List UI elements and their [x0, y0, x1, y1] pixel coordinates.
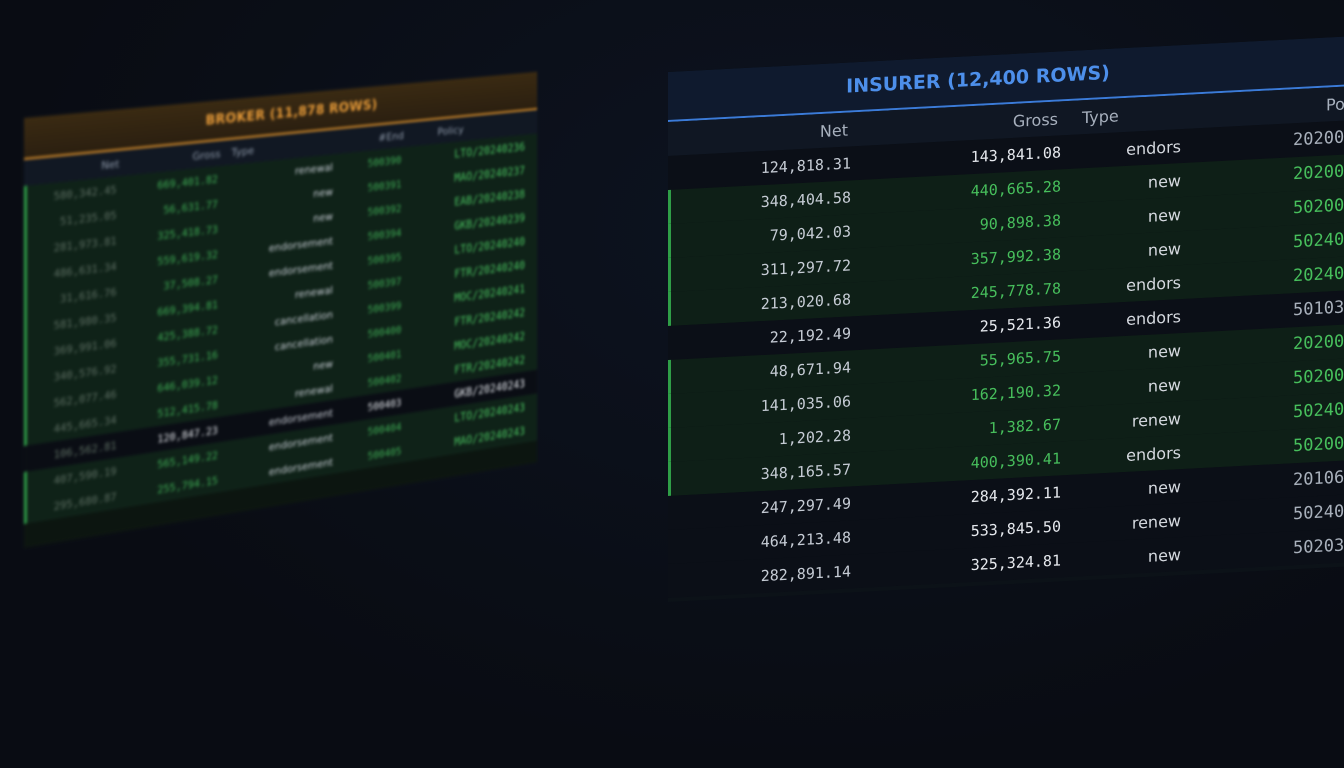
broker-table-body: 580,342.45 669,401.82 renewal 500390 LTO/202…	[24, 134, 537, 524]
insurer-cell-net: 213,020.68	[671, 290, 851, 317]
insurer-cell-gross: 25,521.36	[851, 313, 1061, 342]
insurer-cell-net: 282,891.14	[671, 562, 851, 589]
insurer-cell-policy: 50240	[1181, 397, 1344, 428]
insurer-cell-gross: 400,390.41	[851, 449, 1061, 478]
insurer-cell-net: 79,042.03	[671, 222, 851, 249]
insurer-cell-net: 48,671.94	[671, 358, 851, 385]
insurer-cell-gross: 533,845.50	[851, 517, 1061, 546]
insurer-cell-type: renew	[1061, 409, 1181, 434]
insurer-cell-gross: 284,392.11	[851, 483, 1061, 512]
insurer-cell-gross: 245,778.78	[851, 279, 1061, 308]
broker-cell-end: 500390	[338, 153, 406, 172]
insurer-cell-gross: 162,190.32	[851, 381, 1061, 410]
insurer-cell-type: new	[1061, 477, 1181, 502]
broker-cell-end: 500395	[338, 250, 406, 271]
insurer-col-policy[interactable]: Policy	[1178, 92, 1344, 122]
insurer-cell-type: endors	[1061, 137, 1181, 162]
broker-col-net[interactable]: Net	[24, 157, 119, 179]
insurer-col-net[interactable]: Net	[668, 120, 848, 148]
insurer-cell-policy: 20240	[1181, 261, 1344, 292]
insurer-cell-policy: 50103	[1181, 295, 1344, 326]
insurer-cell-net: 124,818.31	[671, 154, 851, 181]
insurer-cell-type: endors	[1061, 273, 1181, 298]
broker-cell-end: 500397	[338, 274, 406, 295]
insurer-cell-gross: 357,992.38	[851, 245, 1061, 274]
insurer-cell-gross: 143,841.08	[851, 143, 1061, 172]
broker-col-end[interactable]: #End	[336, 129, 404, 148]
insurer-cell-type: new	[1061, 171, 1181, 196]
insurer-cell-net: 311,297.72	[671, 256, 851, 283]
insurer-cell-policy: 50200	[1181, 363, 1344, 394]
broker-cell-end: 500391	[338, 177, 406, 197]
insurer-cell-type: endors	[1061, 443, 1181, 468]
insurer-cell-policy: 50240	[1181, 499, 1344, 530]
insurer-col-gross[interactable]: Gross	[848, 109, 1058, 139]
insurer-cell-policy: 50240	[1181, 227, 1344, 258]
insurer-cell-type: renew	[1061, 511, 1181, 536]
broker-cell-end: 500399	[338, 298, 406, 319]
insurer-cell-type: new	[1061, 341, 1181, 366]
insurer-cell-policy: 20200	[1181, 125, 1344, 156]
insurer-cell-net: 22,192.49	[671, 324, 851, 351]
insurer-cell-net: 348,165.57	[671, 460, 851, 487]
broker-cell-end: 500392	[338, 201, 406, 221]
insurer-cell-gross: 1,382.67	[851, 415, 1061, 444]
insurer-table-panel: INSURER (12,400 ROWS) Net Gross Type Pol…	[668, 34, 1344, 602]
insurer-cell-policy: 50200	[1181, 193, 1344, 224]
insurer-cell-type: new	[1061, 205, 1181, 230]
insurer-cell-gross: 325,324.81	[851, 551, 1061, 580]
insurer-cell-net: 247,297.49	[671, 494, 851, 521]
broker-cell-end: 500394	[338, 226, 406, 246]
broker-cell-net: 580,342.45	[27, 182, 122, 205]
insurer-cell-net: 348,404.58	[671, 188, 851, 215]
insurer-cell-net: 141,035.06	[671, 392, 851, 419]
insurer-cell-policy: 20200	[1181, 329, 1344, 360]
insurer-cell-gross: 55,965.75	[851, 347, 1061, 376]
insurer-cell-policy: 50203	[1181, 533, 1344, 564]
insurer-cell-type: endors	[1061, 307, 1181, 332]
insurer-col-type[interactable]: Type	[1058, 103, 1178, 128]
insurer-cell-type: new	[1061, 545, 1181, 570]
insurer-table-body: 124,818.31 143,841.08 endors 20200 348,404.5…	[668, 118, 1344, 598]
insurer-cell-type: new	[1061, 375, 1181, 400]
insurer-cell-net: 1,202.28	[671, 426, 851, 453]
broker-cell-end: 500405	[338, 444, 406, 467]
broker-cell-end: 500400	[338, 323, 406, 345]
insurer-cell-net: 464,213.48	[671, 528, 851, 555]
insurer-cell-policy: 50200	[1181, 431, 1344, 462]
insurer-cell-policy: 20200	[1181, 159, 1344, 190]
insurer-cell-policy: 20106	[1181, 465, 1344, 496]
broker-table-panel: BROKER (11,878 ROWS) Net Gross Type #End…	[24, 72, 537, 548]
insurer-cell-gross: 440,665.28	[851, 177, 1061, 206]
insurer-cell-gross: 90,898.38	[851, 211, 1061, 240]
insurer-cell-type: new	[1061, 239, 1181, 264]
